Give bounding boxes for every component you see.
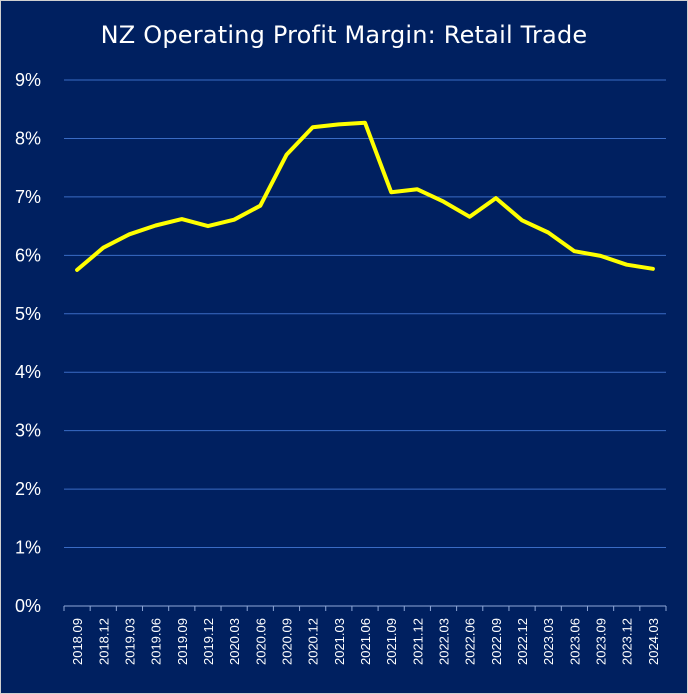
x-tick-label: 2023.03 bbox=[541, 618, 556, 665]
x-tick-label: 2023.09 bbox=[594, 618, 609, 665]
x-tick-label: 2019.06 bbox=[149, 618, 164, 665]
x-tick-label: 2022.12 bbox=[515, 618, 530, 665]
y-tick-label: 0% bbox=[15, 596, 41, 616]
x-tick-label: 2021.12 bbox=[410, 618, 425, 665]
y-tick-label: 7% bbox=[15, 187, 41, 207]
y-tick-label: 2% bbox=[15, 479, 41, 499]
y-tick-label: 5% bbox=[15, 304, 41, 324]
x-tick-label: 2020.03 bbox=[227, 618, 242, 665]
y-tick-label: 9% bbox=[15, 70, 41, 90]
x-tick-label: 2022.03 bbox=[437, 618, 452, 665]
x-tick-label: 2024.03 bbox=[646, 618, 661, 665]
x-tick-label: 2018.12 bbox=[96, 618, 111, 665]
x-tick-label: 2019.12 bbox=[201, 618, 216, 665]
x-tick-label: 2022.09 bbox=[489, 618, 504, 665]
y-tick-label: 4% bbox=[15, 362, 41, 382]
x-tick-label: 2019.09 bbox=[175, 618, 190, 665]
chart-title: NZ Operating Profit Margin: Retail Trade bbox=[100, 21, 588, 49]
x-tick-label: 2018.09 bbox=[70, 618, 85, 665]
x-tick-label: 2020.06 bbox=[253, 618, 268, 665]
series-line bbox=[75, 120, 655, 272]
x-tick-label: 2023.06 bbox=[567, 618, 582, 665]
x-tick-label: 2020.09 bbox=[279, 618, 294, 665]
y-tick-label: 3% bbox=[15, 421, 41, 441]
y-tick-label: 6% bbox=[15, 245, 41, 265]
y-tick-label: 1% bbox=[15, 538, 41, 558]
x-tick-label: 2022.06 bbox=[463, 618, 478, 665]
y-tick-label: 8% bbox=[15, 128, 41, 148]
x-tick-label: 2021.06 bbox=[358, 618, 373, 665]
x-tick-label: 2023.12 bbox=[620, 618, 635, 665]
x-tick-label: 2019.03 bbox=[122, 618, 137, 665]
x-tick-label: 2021.03 bbox=[332, 618, 347, 665]
x-tick-label: 2020.12 bbox=[306, 618, 321, 665]
x-tick-label: 2021.09 bbox=[384, 618, 399, 665]
